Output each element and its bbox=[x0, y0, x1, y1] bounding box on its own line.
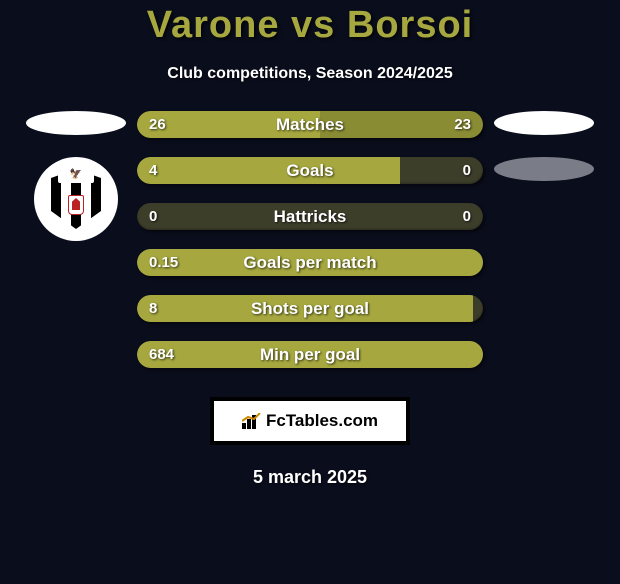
stat-label: Min per goal bbox=[137, 341, 483, 368]
footer-brand-text: FcTables.com bbox=[242, 411, 378, 431]
player-ellipse-right-1 bbox=[494, 111, 594, 135]
club-badge-left: 🦅 bbox=[34, 157, 118, 241]
right-side-column bbox=[493, 111, 595, 203]
player-ellipse-left bbox=[26, 111, 126, 135]
stat-label: Hattricks bbox=[137, 203, 483, 230]
stat-row: 684Min per goal bbox=[137, 341, 483, 368]
footer-brand-label: FcTables.com bbox=[266, 411, 378, 431]
stat-row: 0.15Goals per match bbox=[137, 249, 483, 276]
footer-date: 5 march 2025 bbox=[0, 467, 620, 488]
subtitle: Club competitions, Season 2024/2025 bbox=[0, 65, 620, 83]
page-title: Varone vs Borsoi bbox=[0, 4, 620, 47]
badge-crest bbox=[68, 195, 84, 215]
player-ellipse-right-2 bbox=[494, 157, 594, 181]
stat-label: Shots per goal bbox=[137, 295, 483, 322]
stat-row: 8Shots per goal bbox=[137, 295, 483, 322]
main-area: 🦅 2623Matches 40Goals 00Hattricks 0.15Goals… bbox=[0, 111, 620, 387]
stat-row: 2623Matches bbox=[137, 111, 483, 138]
footer-brand-box: FcTables.com bbox=[210, 397, 410, 445]
stat-row: 40Goals bbox=[137, 157, 483, 184]
badge-bird-icon: 🦅 bbox=[70, 169, 82, 180]
infographic-container: Varone vs Borsoi Club competitions, Seas… bbox=[0, 4, 620, 488]
badge-top-panel: 🦅 bbox=[58, 165, 94, 183]
chart-icon bbox=[242, 413, 262, 429]
stats-column: 2623Matches 40Goals 00Hattricks 0.15Goals p… bbox=[137, 111, 483, 387]
stat-label: Goals bbox=[137, 157, 483, 184]
left-side-column: 🦅 bbox=[25, 111, 127, 241]
stat-label: Matches bbox=[137, 111, 483, 138]
stat-label: Goals per match bbox=[137, 249, 483, 276]
stat-row: 00Hattricks bbox=[137, 203, 483, 230]
